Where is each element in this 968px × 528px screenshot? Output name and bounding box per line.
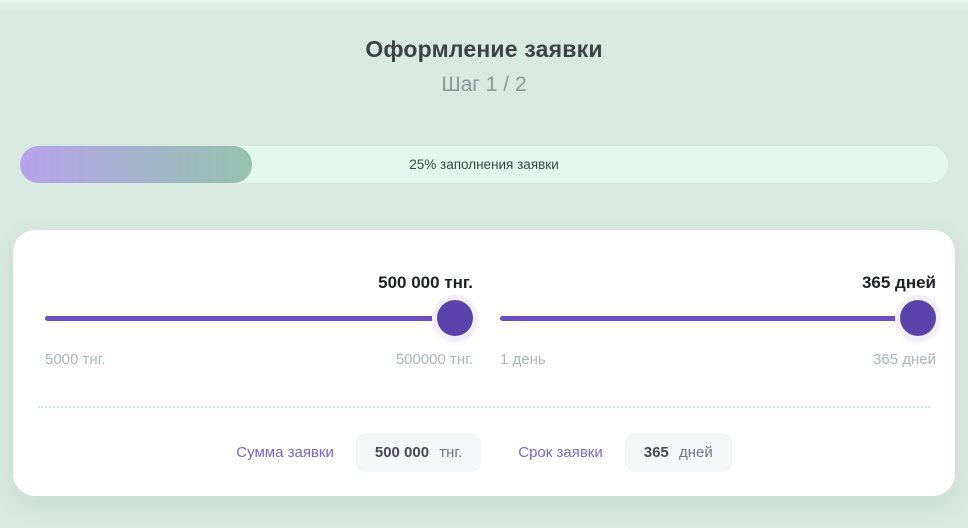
amount-field-unit: тнг. <box>439 443 463 461</box>
page-step-indicator: Шаг 1 / 2 <box>441 73 527 96</box>
term-slider-rail[interactable] <box>500 316 932 321</box>
term-field-value: 365 <box>643 443 669 461</box>
amount-slider: 500 000 тнг. 5000 тнг. 500000 тнг. <box>45 272 473 368</box>
term-field-value-box[interactable]: 365 дней <box>624 432 732 472</box>
progress-label: 25% заполнения заявки <box>409 157 559 172</box>
amount-slider-thumb[interactable] <box>437 300 473 336</box>
application-card: 500 000 тнг. 5000 тнг. 500000 тнг. 365 д… <box>13 230 955 496</box>
term-slider-track-row <box>500 299 936 337</box>
amount-slider-rail[interactable] <box>45 316 469 321</box>
term-field-unit: дней <box>678 443 713 461</box>
dotted-divider <box>38 406 930 408</box>
amount-field-value: 500 000 <box>374 443 430 461</box>
term-slider-range-labels: 1 день 365 дней <box>500 351 936 368</box>
amount-field-label: Сумма заявки <box>236 443 334 461</box>
amount-slider-range-labels: 5000 тнг. 500000 тнг. <box>45 351 473 368</box>
progress-fill <box>20 146 252 183</box>
amount-slider-track-row <box>45 299 473 337</box>
term-slider-max-label: 365 дней <box>873 351 936 368</box>
page-title: Оформление заявки <box>365 36 603 62</box>
term-slider-thumb[interactable] <box>900 300 936 336</box>
term-slider-value: 365 дней <box>861 273 936 292</box>
page-header: Оформление заявки Шаг 1 / 2 <box>0 36 968 97</box>
term-slider-min-label: 1 день <box>500 351 546 368</box>
amount-slider-max-label: 500000 тнг. <box>395 351 473 368</box>
summary-fields-row: Сумма заявки 500 000 тнг. Срок заявки 36… <box>13 431 955 473</box>
amount-field-value-box[interactable]: 500 000 тнг. <box>355 432 482 472</box>
progress-bar: 25% заполнения заявки <box>20 146 948 183</box>
amount-slider-min-label: 5000 тнг. <box>45 351 106 368</box>
term-slider: 365 дней 1 день 365 дней <box>500 272 936 368</box>
term-field-label: Срок заявки <box>518 443 603 461</box>
amount-slider-value: 500 000 тнг. <box>378 273 473 292</box>
